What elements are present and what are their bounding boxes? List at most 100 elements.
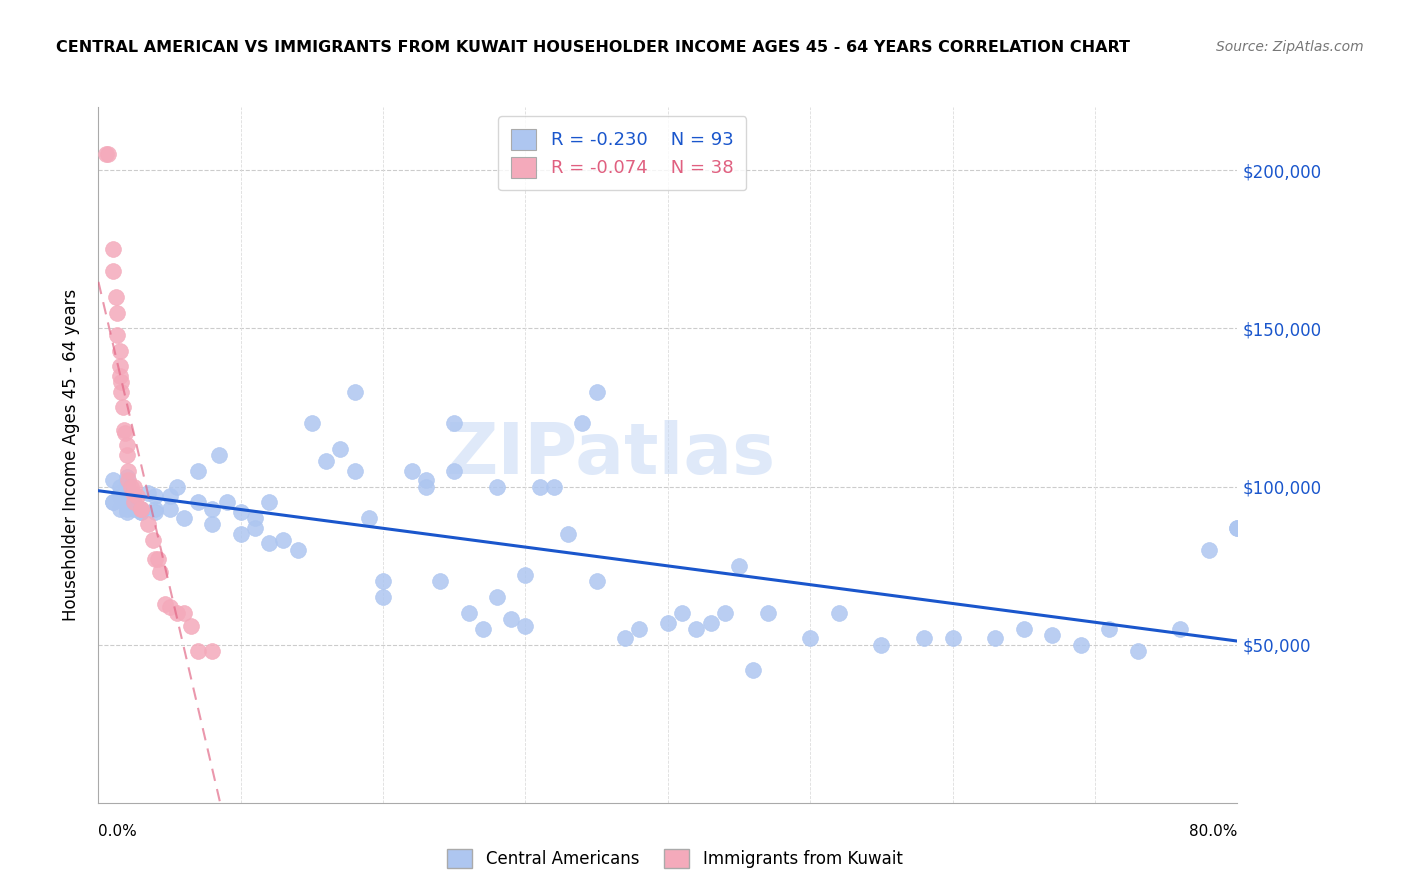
Point bbox=[108, 489, 131, 503]
Y-axis label: Householder Income Ages 45 - 64 years: Householder Income Ages 45 - 64 years bbox=[62, 289, 80, 621]
Point bbox=[1170, 622, 1192, 636]
Point bbox=[728, 558, 751, 573]
Point bbox=[115, 438, 138, 452]
Point bbox=[129, 501, 152, 516]
Point bbox=[108, 501, 131, 516]
Point bbox=[912, 632, 935, 646]
Point bbox=[1126, 644, 1149, 658]
Point bbox=[129, 505, 152, 519]
Point bbox=[159, 501, 181, 516]
Point bbox=[145, 552, 167, 566]
Point bbox=[243, 521, 266, 535]
Point bbox=[115, 448, 138, 462]
Point bbox=[742, 663, 765, 677]
Point bbox=[155, 597, 177, 611]
Point bbox=[657, 615, 679, 630]
Point bbox=[122, 501, 145, 516]
Point bbox=[114, 425, 136, 440]
Point bbox=[122, 495, 145, 509]
Point bbox=[108, 359, 131, 374]
Point bbox=[110, 375, 132, 389]
Point bbox=[357, 511, 380, 525]
Point bbox=[799, 632, 821, 646]
Point bbox=[501, 612, 523, 626]
Point bbox=[699, 615, 721, 630]
Point bbox=[108, 479, 131, 493]
Point bbox=[101, 264, 124, 278]
Text: 0.0%: 0.0% bbox=[98, 823, 138, 838]
Point bbox=[443, 417, 465, 431]
Point bbox=[215, 495, 238, 509]
Point bbox=[121, 486, 143, 500]
Point bbox=[1226, 521, 1249, 535]
Text: Source: ZipAtlas.com: Source: ZipAtlas.com bbox=[1216, 40, 1364, 54]
Point bbox=[343, 464, 366, 478]
Point bbox=[315, 454, 337, 468]
Point bbox=[115, 499, 138, 513]
Point bbox=[685, 622, 707, 636]
Point bbox=[173, 511, 195, 525]
Point bbox=[1098, 622, 1121, 636]
Point bbox=[94, 147, 117, 161]
Point bbox=[145, 505, 167, 519]
Point bbox=[105, 327, 128, 342]
Point bbox=[120, 479, 142, 493]
Point bbox=[942, 632, 965, 646]
Point bbox=[105, 305, 128, 319]
Point bbox=[149, 565, 172, 579]
Point bbox=[122, 479, 145, 493]
Point bbox=[115, 501, 138, 516]
Point bbox=[443, 464, 465, 478]
Point bbox=[115, 505, 138, 519]
Point bbox=[122, 489, 145, 503]
Point bbox=[101, 495, 124, 509]
Point bbox=[543, 479, 565, 493]
Point bbox=[97, 147, 120, 161]
Point bbox=[229, 527, 252, 541]
Point bbox=[373, 591, 395, 605]
Point bbox=[115, 492, 138, 507]
Point bbox=[585, 574, 607, 589]
Point bbox=[101, 243, 124, 257]
Point bbox=[145, 489, 167, 503]
Point bbox=[112, 423, 135, 437]
Point bbox=[117, 464, 139, 478]
Point bbox=[515, 618, 537, 632]
Point bbox=[1070, 638, 1092, 652]
Point bbox=[585, 384, 607, 399]
Point bbox=[125, 489, 148, 503]
Point bbox=[415, 479, 437, 493]
Point bbox=[229, 505, 252, 519]
Point bbox=[110, 384, 132, 399]
Point bbox=[457, 606, 479, 620]
Point bbox=[486, 479, 509, 493]
Point bbox=[515, 568, 537, 582]
Point bbox=[108, 486, 131, 500]
Point bbox=[828, 606, 851, 620]
Point bbox=[145, 501, 167, 516]
Point bbox=[115, 479, 138, 493]
Point bbox=[301, 417, 323, 431]
Point bbox=[415, 473, 437, 487]
Point bbox=[166, 479, 188, 493]
Point bbox=[557, 527, 579, 541]
Point bbox=[1040, 628, 1063, 642]
Point bbox=[187, 464, 209, 478]
Point bbox=[1198, 542, 1220, 557]
Point bbox=[136, 486, 159, 500]
Point bbox=[329, 442, 352, 456]
Point bbox=[208, 448, 231, 462]
Point bbox=[136, 517, 159, 532]
Point bbox=[173, 606, 195, 620]
Point bbox=[343, 384, 366, 399]
Point bbox=[201, 644, 224, 658]
Point bbox=[259, 495, 281, 509]
Point bbox=[614, 632, 637, 646]
Point bbox=[529, 479, 551, 493]
Point bbox=[129, 505, 152, 519]
Point bbox=[201, 517, 224, 532]
Point bbox=[1012, 622, 1035, 636]
Point bbox=[101, 495, 124, 509]
Point bbox=[628, 622, 651, 636]
Point bbox=[180, 618, 202, 632]
